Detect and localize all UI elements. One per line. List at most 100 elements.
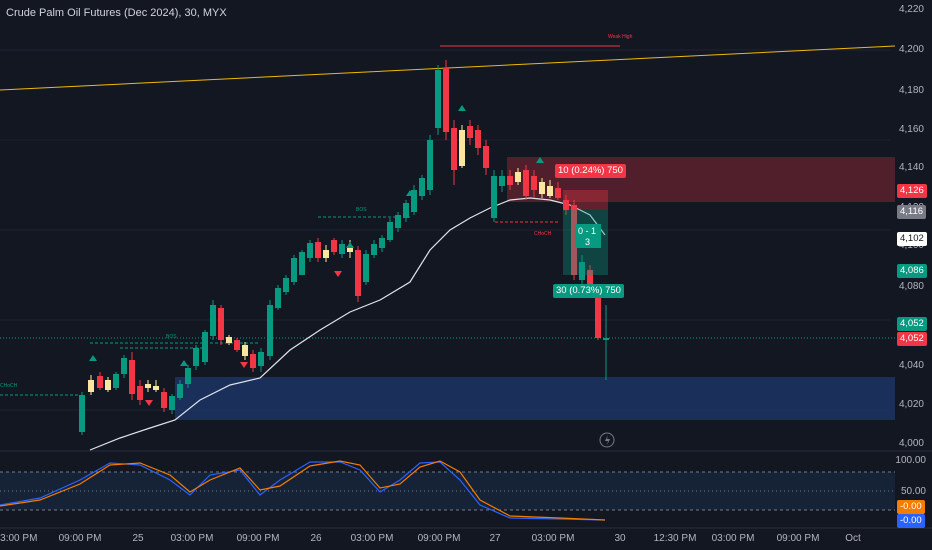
time-tick-label: 27	[489, 533, 501, 544]
lightning-icon[interactable]	[599, 432, 615, 448]
down-arrow-icon	[145, 400, 153, 406]
oscillator-band	[0, 472, 895, 510]
candle-body	[507, 176, 513, 185]
up-arrow-icon	[346, 242, 354, 248]
candle-body	[555, 188, 561, 198]
candle-body	[210, 305, 216, 336]
osc-tick-label: 50.00	[900, 486, 926, 497]
candle-body	[539, 182, 545, 194]
candle-body	[169, 396, 175, 410]
candle-body	[419, 178, 425, 196]
trade-stop-box	[563, 190, 608, 210]
time-tick-label: 09:00 PM	[776, 533, 820, 544]
osc-badge: -0.00	[897, 500, 925, 514]
candle-body	[307, 243, 313, 258]
time-tick-label: 03:00 PM	[170, 533, 214, 544]
time-tick-label: 26	[310, 533, 322, 544]
osc-d-line	[0, 460, 606, 521]
candle-body	[218, 308, 224, 340]
candle-body	[113, 374, 119, 388]
candle-body	[523, 170, 529, 196]
candle-body	[97, 376, 103, 388]
candle-body	[371, 244, 377, 255]
candle-body	[459, 130, 465, 166]
candle-body	[595, 290, 601, 338]
candle-body	[121, 358, 127, 374]
time-tick-label: 25	[132, 533, 144, 544]
trade-mid-label: 0 - 1	[578, 226, 596, 236]
price-tick-label: 4,040	[898, 360, 924, 371]
price-badge: 4,052	[897, 332, 927, 346]
choch-label-2: CHoCH	[534, 231, 552, 237]
candle-body	[435, 70, 441, 128]
bos-label-1: BOS	[356, 207, 367, 213]
candle-body	[571, 205, 577, 275]
candle-body	[515, 172, 521, 182]
candle-body	[427, 140, 433, 190]
candle-body	[443, 68, 449, 132]
candle-body	[153, 386, 159, 390]
candle-body	[331, 240, 337, 252]
demand-zone	[175, 377, 895, 420]
chart-title: Crude Palm Oil Futures (Dec 2024), 30, M…	[6, 7, 227, 19]
choch-label-1: CHoCH	[0, 383, 18, 389]
candle-body	[226, 337, 232, 343]
candle-body	[291, 258, 297, 282]
candle-body	[315, 242, 321, 258]
candle-body	[339, 244, 345, 254]
candle-body	[547, 186, 553, 196]
trade-top-label: 10 (0.24%) 750	[555, 164, 626, 178]
candle-body	[587, 270, 593, 288]
candle-body	[202, 332, 208, 362]
candle-body	[299, 252, 305, 275]
candle-body	[193, 348, 199, 366]
up-arrow-icon	[180, 360, 188, 366]
candle-body	[403, 203, 409, 218]
bos-label-2: BOS	[166, 334, 177, 340]
candle-body	[483, 146, 489, 168]
candle-body	[451, 128, 457, 170]
candle-body	[531, 176, 537, 190]
candle-body	[563, 200, 569, 210]
candle-body	[499, 176, 505, 186]
osc-k-line	[0, 461, 606, 521]
candle-body	[177, 384, 183, 398]
price-badge: 4,102	[897, 232, 927, 246]
candle-body	[363, 254, 369, 282]
time-tick-label: 30	[614, 533, 626, 544]
candle-body	[185, 368, 191, 384]
signal-markers	[89, 105, 544, 406]
osc-badge: -0.00	[897, 514, 925, 528]
down-arrow-icon	[240, 362, 248, 368]
price-tick-label: 4,000	[898, 438, 924, 449]
time-tick-label: 09:00 PM	[236, 533, 280, 544]
candle-body	[129, 360, 135, 394]
time-tick-label: 12:30 PM	[653, 533, 697, 544]
price-tick-label: 4,080	[898, 281, 924, 292]
candles-group	[79, 60, 609, 435]
candle-body	[242, 345, 248, 356]
candle-body	[283, 278, 289, 292]
candle-body	[234, 340, 240, 350]
trade-mid-label-2: 3	[585, 237, 590, 247]
price-tick-label: 4,020	[898, 399, 924, 410]
candle-body	[145, 384, 151, 388]
time-tick-label: 03:00 PM	[0, 533, 38, 544]
candle-body	[258, 352, 264, 366]
up-arrow-icon	[536, 157, 544, 163]
down-arrow-icon	[334, 271, 342, 277]
candle-body	[347, 246, 353, 252]
price-tick-label: 4,220	[898, 4, 924, 15]
candle-body	[355, 250, 361, 296]
up-arrow-icon	[89, 355, 97, 361]
candle-body	[411, 190, 417, 212]
candle-body	[603, 338, 609, 340]
candle-body	[467, 126, 473, 138]
ema-line	[89, 197, 606, 451]
up-arrow-icon	[406, 190, 414, 196]
candle-body	[579, 262, 585, 280]
candle-body	[105, 380, 111, 390]
candle-body	[79, 395, 85, 432]
trade-bottom-label: 30 (0.73%) 750	[553, 284, 624, 298]
